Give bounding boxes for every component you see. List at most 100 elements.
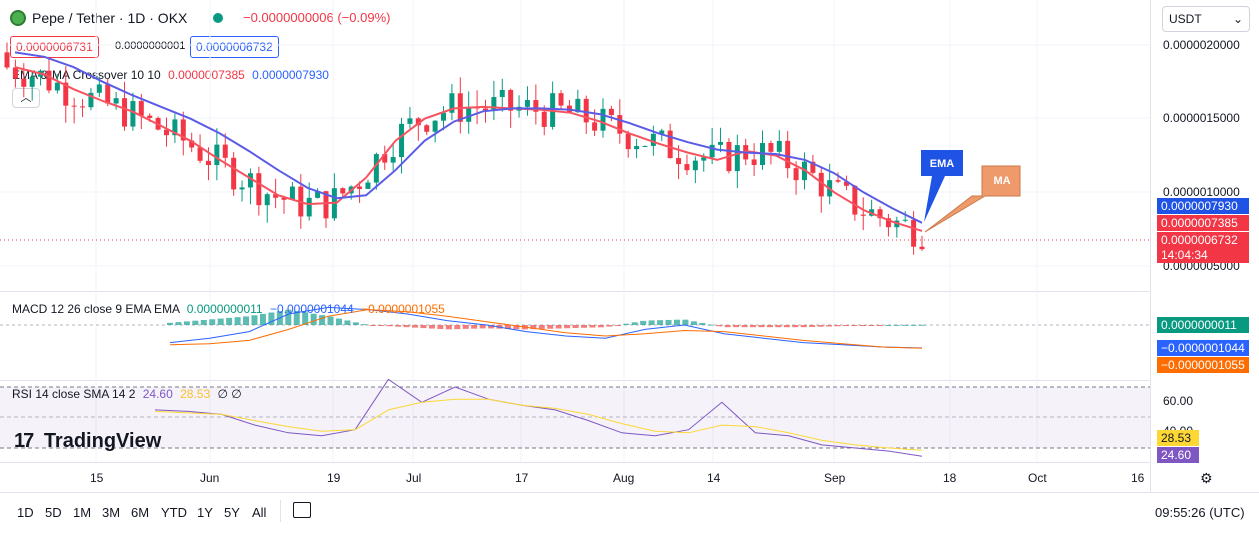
timeframe-ytd[interactable]: YTD: [161, 505, 187, 520]
chart-area[interactable]: EMA MA: [0, 0, 1150, 462]
macd-histogram-bar: [589, 325, 596, 328]
ma-callout[interactable]: MA: [924, 165, 1021, 233]
tradingview-logo[interactable]: 17 TradingView: [14, 430, 161, 453]
macd-histogram-bar: [597, 325, 604, 328]
macd-histogram-bar: [488, 325, 495, 329]
candle-body: [592, 122, 598, 131]
buy-button[interactable]: 0.0000006732: [190, 36, 279, 58]
macd-histogram-bar: [420, 325, 427, 329]
macd-line-tag: −0.0000001044: [1157, 340, 1249, 356]
timeframe-6m[interactable]: 6M: [131, 505, 150, 520]
macd-hist-value: 0.0000000011: [186, 302, 263, 316]
indicator-ema-value: 0.0000007385: [168, 68, 245, 82]
candle-body: [676, 158, 682, 165]
currency-select[interactable]: USDT ⌄: [1162, 6, 1250, 32]
candle-body: [608, 108, 614, 116]
candle-body: [642, 145, 648, 147]
candle-body: [256, 173, 262, 206]
macd-name[interactable]: MACD 12 26 close 9 EMA EMA: [12, 302, 180, 316]
macd-histogram-bar: [412, 325, 419, 328]
rsi-value: 24.60: [142, 387, 173, 401]
candle-body: [264, 194, 270, 206]
candle-body: [919, 246, 925, 250]
candle-body: [205, 160, 211, 166]
collapse-legend-button[interactable]: ︿: [12, 88, 40, 108]
macd-histogram-bar: [919, 324, 925, 326]
candle-body: [365, 182, 371, 189]
ema-callout-label: EMA: [930, 158, 955, 170]
timeframe-3m[interactable]: 3M: [102, 505, 121, 520]
macd-histogram-bar: [344, 320, 351, 325]
candle-body: [583, 98, 589, 123]
candle-body: [163, 129, 169, 136]
settings-gear-icon[interactable]: ⚙: [1200, 470, 1213, 486]
macd-histogram-bar: [750, 325, 757, 328]
ema-callout[interactable]: EMA: [921, 150, 963, 222]
timeframe-5y[interactable]: 5Y: [224, 505, 240, 520]
candle-body: [399, 123, 405, 158]
date-range-icon[interactable]: [293, 502, 311, 518]
timeframe-5d[interactable]: 5D: [45, 505, 62, 520]
macd-histogram-bar: [826, 325, 833, 327]
candle-body: [843, 181, 849, 186]
time-tick: 15: [90, 471, 104, 485]
candle-body: [491, 97, 497, 111]
candle-body: [634, 145, 640, 150]
macd-histogram-bar: [648, 320, 655, 325]
candle-body: [785, 140, 791, 169]
candle-body: [373, 154, 379, 183]
macd-histogram-bar: [319, 315, 326, 325]
symbol-title[interactable]: Pepe / Tether · 1D · OKX: [32, 10, 188, 26]
macd-histogram-bar: [530, 325, 537, 330]
candlestick-series: [4, 42, 925, 255]
clock-label[interactable]: 09:55:26 (UTC): [1155, 505, 1245, 520]
rsi-sma-line: [154, 398, 923, 451]
timeframe-1d[interactable]: 1D: [17, 505, 34, 520]
candle-body: [617, 115, 623, 134]
candle-body: [231, 157, 237, 190]
symbol-icon: [10, 10, 26, 26]
candle-body: [659, 130, 665, 134]
candle-body: [113, 98, 119, 104]
rsi-tick: 60.00: [1163, 394, 1194, 408]
macd-histogram-bar: [673, 319, 680, 325]
macd-histogram-bar: [868, 325, 875, 326]
rsi-name[interactable]: RSI 14 close SMA 14 2: [12, 387, 136, 401]
candle-body: [466, 107, 472, 122]
price-change: −0.0000000006 (−0.09%): [243, 10, 391, 25]
candle-body: [692, 160, 698, 171]
macd-histogram-bar: [454, 325, 461, 330]
macd-histogram-bar: [251, 315, 258, 325]
macd-histogram-bar: [555, 325, 562, 329]
market-status-icon: [213, 13, 223, 23]
sell-button[interactable]: 0.0000006731: [10, 36, 99, 58]
macd-histogram-bar: [842, 325, 849, 327]
candle-body: [852, 185, 858, 215]
indicator-ma-value: 0.0000007930: [252, 68, 329, 82]
macd-histogram-bar: [175, 322, 182, 325]
candle-body: [138, 101, 144, 116]
macd-histogram-bar: [403, 325, 410, 328]
panel-divider-rsi: [0, 462, 1150, 463]
candle-body: [709, 144, 715, 158]
macd-histogram-bar: [876, 325, 883, 326]
macd-histogram-bar: [234, 317, 241, 325]
price-tick: 0.0000020000: [1163, 38, 1240, 52]
macd-histogram-bar: [293, 310, 300, 325]
macd-histogram-bar: [200, 319, 207, 325]
timeframe-1m[interactable]: 1M: [73, 505, 92, 520]
macd-line: [169, 306, 923, 349]
tradingview-logo-text: TradingView: [43, 430, 162, 452]
macd-histogram-bar: [885, 324, 892, 326]
rsi-legend: RSI 14 close SMA 14 2 24.60 28.53 ∅ ∅: [12, 387, 242, 401]
macd-histogram-bar: [479, 325, 486, 329]
ma-callout-label: MA: [993, 175, 1010, 187]
timeframe-all[interactable]: All: [252, 505, 267, 520]
timeframe-1y[interactable]: 1Y: [197, 505, 213, 520]
candle-body: [382, 154, 388, 163]
macd-histogram-bar: [564, 325, 571, 329]
rsi-sma-value: 28.53: [180, 387, 211, 401]
candle-body: [340, 188, 346, 194]
candle-body: [29, 76, 35, 87]
candle-body: [214, 144, 220, 166]
